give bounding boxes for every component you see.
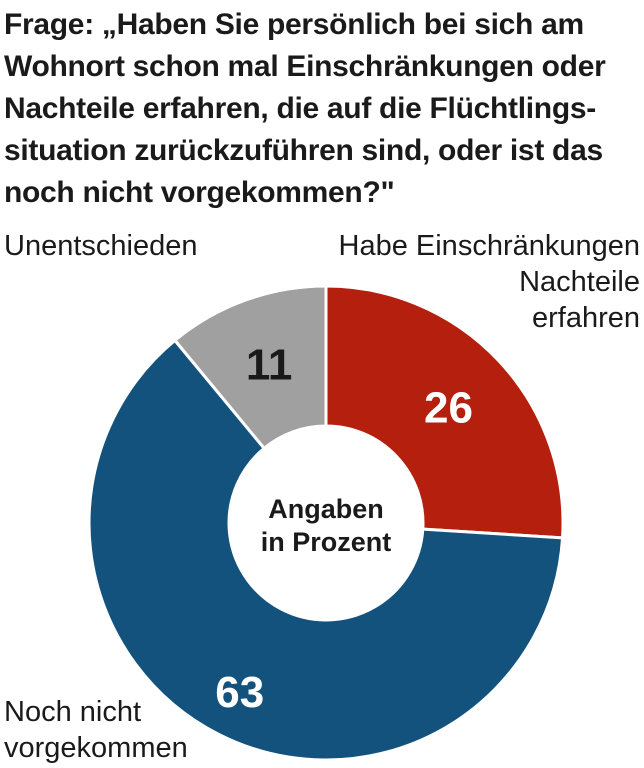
slice-value-label: 63 [215,668,264,717]
title-line: Frage: „Haben Sie persönlich bei sich am [4,8,584,41]
slice-label-line: Nachteile [519,266,640,298]
center-label: Angaben [268,494,384,524]
slice-label-restrictions: Habe Einschränkungen Nachteile erfahren [339,228,640,336]
slice-label-undecided: Unentschieden [4,228,197,264]
slice-label-line: Unentschieden [4,230,198,262]
slice-value-label: 11 [246,340,293,389]
title-line: Wohnort schon mal Einschränkungen oder [4,50,606,83]
slice-label-not-happened: Noch nicht vorgekommen [4,694,188,766]
slice-label-line: Habe Einschränkungen [338,230,640,262]
title-line: noch nicht vorgekommen?" [4,176,395,209]
center-label: in Prozent [261,527,392,557]
title-line: situation zurückzuführen sind, oder ist … [4,134,603,167]
slice-restrictions [324,284,565,540]
slice-label-line: vorgekommen [4,732,188,764]
slice-value-label: 26 [424,383,473,432]
slice-label-line: Noch nicht [4,696,142,728]
slice-not-happened [87,338,565,762]
chart-title: Frage: „Haben Sie persönlich bei sich am… [4,4,640,214]
slice-undecided [172,284,328,451]
title-line: Nachteile erfahren, die auf die Flüchtli… [4,92,596,125]
slice-label-line: erfahren [531,302,640,334]
